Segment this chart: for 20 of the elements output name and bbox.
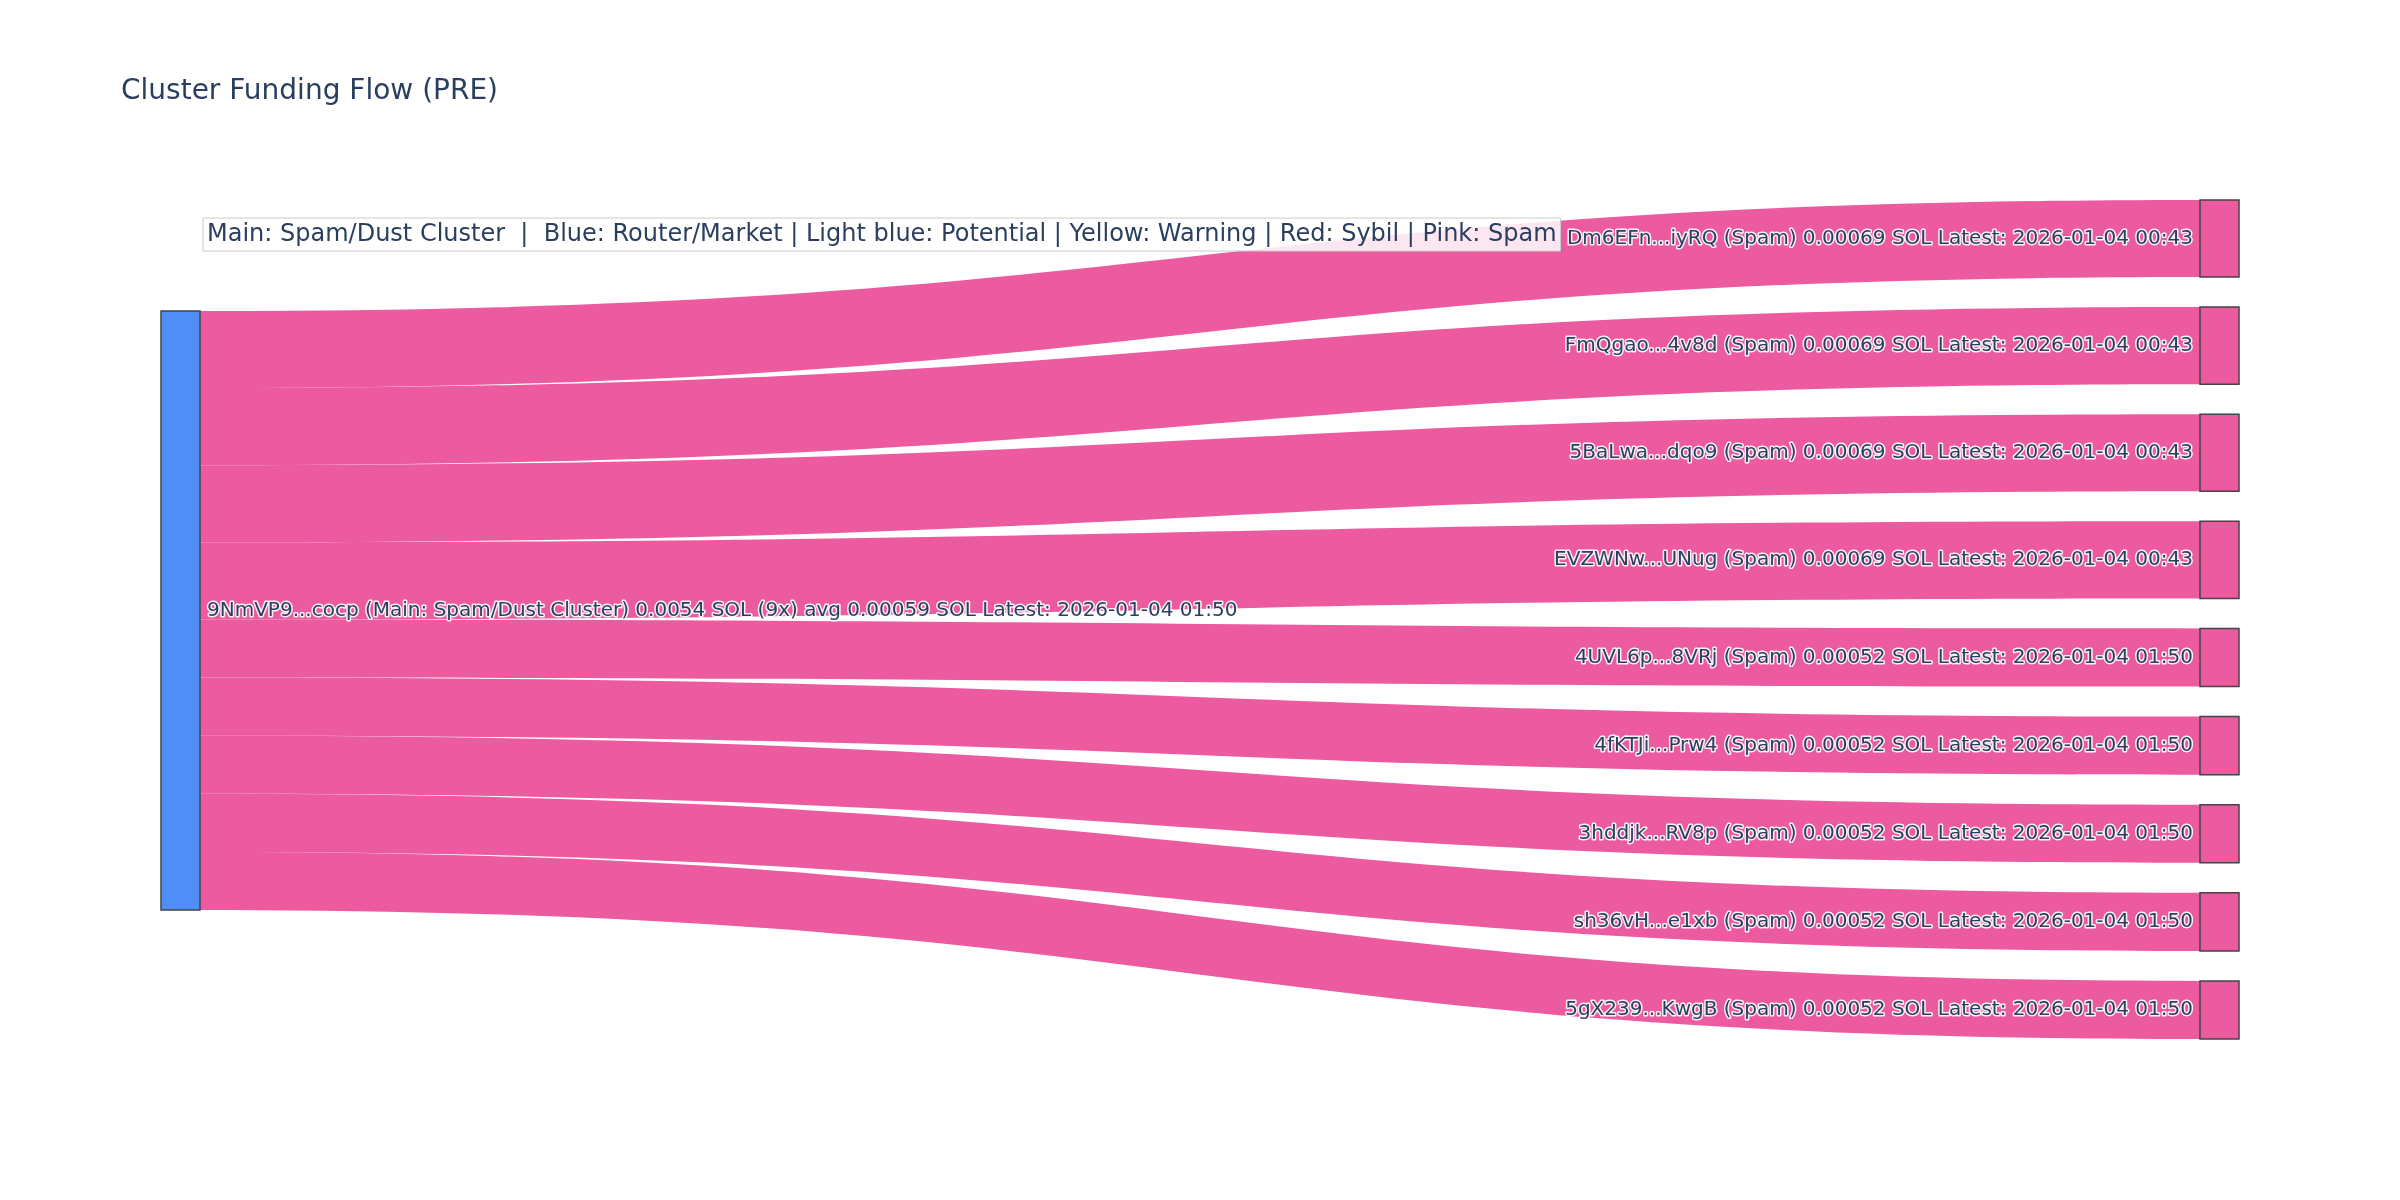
- category-label: FmQgao...4v8d (Spam): [1564, 331, 1797, 356]
- text: Main: Spam/Dust Cluster | Blue: Router/Market | Light blue: Potential | Yellow: Warning | Red: Sybil | Pink: Spam: [207, 219, 1557, 248]
- data-label: 0.00052 SOL Latest: 2026-01-04 01:50: [1802, 819, 2193, 844]
- data-label: 0.00069 SOL Latest: 2026-01-04 00:43: [1802, 438, 2193, 463]
- category-label: 4UVL6p...8VRj (Spam): [1574, 643, 1797, 668]
- category-label: sh36vH...e1xb (Spam): [1573, 908, 1797, 933]
- category-label: 4fKTJi...Prw4 (Spam): [1594, 731, 1797, 756]
- data-label: 0.00052 SOL Latest: 2026-01-04 01:50: [1802, 908, 2193, 933]
- category-label: Dm6EFn...iyRQ (Spam): [1566, 224, 1797, 249]
- category-label: 5BaLwa...dqo9 (Spam): [1569, 438, 1797, 463]
- data-label: 0.00069 SOL Latest: 2026-01-04 00:43: [1802, 331, 2193, 356]
- data-label: 0.00052 SOL Latest: 2026-01-04 01:50: [1802, 643, 2193, 668]
- text: Cluster Funding Flow (PRE): [121, 73, 499, 107]
- data-label: 0.00069 SOL Latest: 2026-01-04 00:43: [1802, 224, 2193, 249]
- category-label: 5gX239...KwgB (Spam): [1565, 996, 1797, 1021]
- data-label: 0.00052 SOL Latest: 2026-01-04 01:50: [1802, 996, 2193, 1021]
- category-label: EVZWNw...UNug (Spam): [1554, 546, 1797, 571]
- data-label: 0.00069 SOL Latest: 2026-01-04 00:43: [1802, 546, 2193, 571]
- data-label: 0.00052 SOL Latest: 2026-01-04 01:50: [1802, 731, 2193, 756]
- category-label: 3hddjk...RV8p (Spam): [1578, 819, 1797, 844]
